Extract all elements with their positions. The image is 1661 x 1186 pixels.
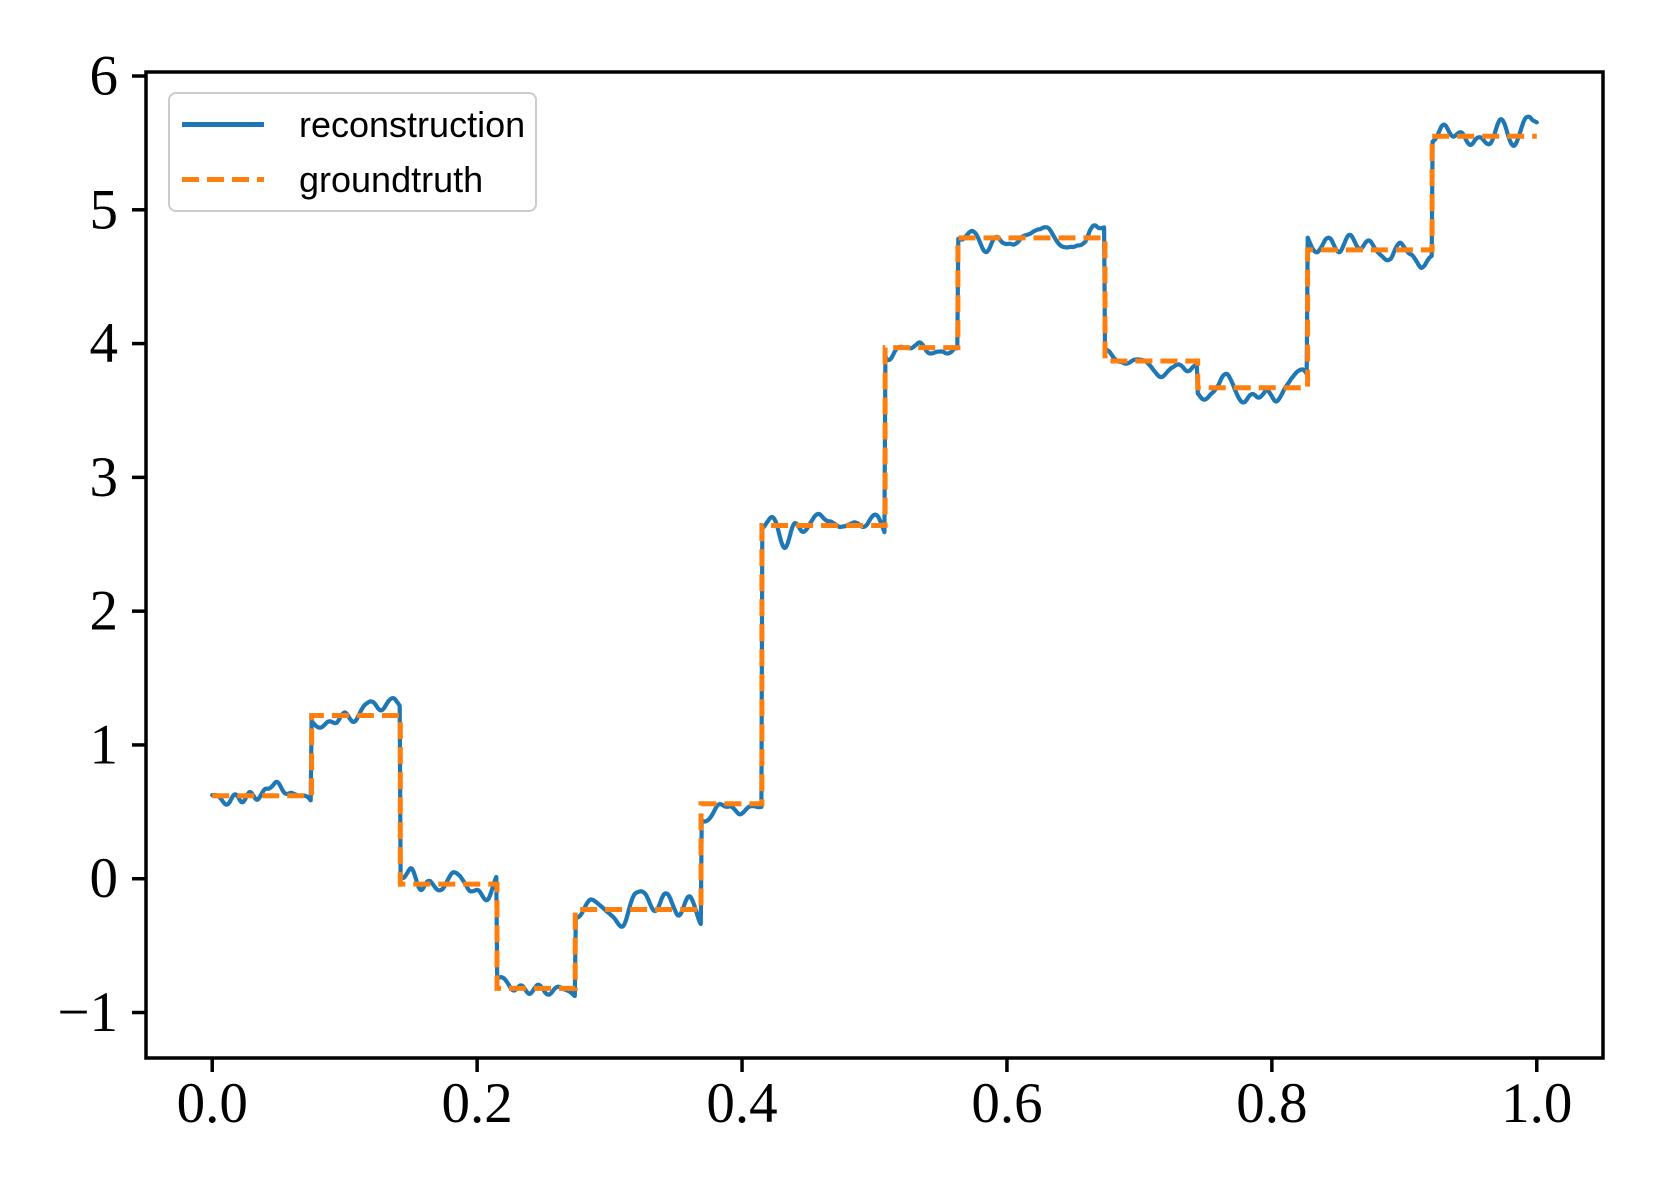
y-tick-label: 0 (90, 847, 119, 910)
y-tick-label: 2 (90, 580, 119, 643)
legend-item-groundtruth: groundtruth (182, 152, 525, 207)
y-tick-label: −1 (57, 981, 118, 1044)
x-tick-label: 0.0 (177, 1072, 248, 1135)
groundtruth-line (212, 133, 1537, 991)
legend-label-reconstruction: reconstruction (299, 103, 526, 145)
y-tick-label: 3 (90, 446, 119, 509)
x-tick-label: 0.4 (706, 1072, 777, 1135)
reconstruction-line-sample (182, 122, 264, 127)
x-tick-label: 0.8 (1236, 1072, 1307, 1135)
axes-spines (144, 70, 1605, 1060)
legend: reconstruction groundtruth (168, 92, 537, 212)
legend-label-groundtruth: groundtruth (299, 158, 484, 200)
y-tick-label: 4 (90, 312, 119, 375)
y-tick-label: 1 (90, 713, 119, 776)
y-tick-label: 5 (90, 178, 119, 241)
legend-item-reconstruction: reconstruction (182, 97, 525, 152)
reconstruction-line (210, 114, 1539, 999)
y-tick-label: 6 (90, 45, 119, 108)
groundtruth-line-sample (182, 177, 264, 182)
x-tick-label: 1.0 (1501, 1072, 1572, 1135)
x-tick-label: 0.6 (971, 1072, 1042, 1135)
x-tick-label: 0.2 (442, 1072, 513, 1135)
